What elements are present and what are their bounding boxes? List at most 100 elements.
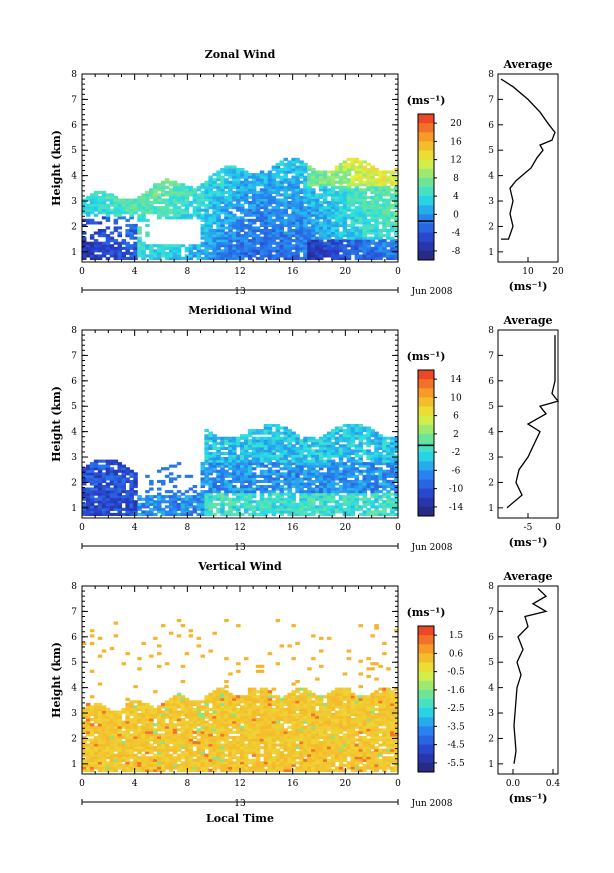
heatmap-cell [208,229,213,233]
heatmap-cell [295,168,300,172]
heatmap-cell [220,241,225,245]
heatmap-cell [346,249,352,253]
heatmap-cell [323,459,328,463]
heatmap-cell [311,198,316,202]
heatmap-cell [346,449,352,453]
heatmap-cell [137,705,142,709]
heatmap-cell [271,505,277,509]
heatmap-cell [141,251,146,255]
heatmap-cell [220,223,225,227]
heatmap-cell [200,234,205,238]
heatmap-cell [287,206,292,210]
heatmap-cell [251,500,257,504]
heatmap-cell [386,241,391,245]
heatmap-cell [244,254,249,258]
heatmap-cell [303,241,308,245]
heatmap-cell [386,175,391,179]
heatmap-cell [93,730,99,734]
heatmap-cell [244,185,249,189]
colorbar-unit: (ms⁻¹) [407,350,446,363]
heatmap-cell [113,735,119,739]
heatmap-cell [105,477,111,481]
heatmap-cell [271,449,277,453]
heatmap-cell [354,201,360,205]
heatmap-cell [236,256,241,260]
heatmap-cell [382,229,387,233]
heatmap-cell [141,201,146,205]
heatmap-cell [283,201,288,205]
heatmap-cell [216,198,221,202]
heatmap-cell [303,246,308,250]
heatmap-cell [172,495,178,499]
heatmap-cell [366,185,371,189]
heatmap-cell [303,206,308,210]
heatmap-cell [89,244,95,248]
heatmap-cell [386,492,391,496]
heatmap-cell [129,705,134,709]
heatmap-cell [145,723,150,727]
heatmap-cell [342,451,348,455]
heatmap-cell [220,469,225,473]
heatmap-cell [378,474,383,478]
heatmap-cell [251,203,257,207]
heatmap-cell [161,715,166,719]
heatmap-cell [267,441,273,445]
heatmap-cell [279,510,284,514]
heatmap-cell [216,469,221,473]
heatmap-cell [350,244,356,248]
heatmap-cell [101,246,107,250]
heatmap-cell [149,763,154,767]
heatmap-cell [251,218,257,222]
heatmap-cell [259,195,265,199]
heatmap-cell [390,216,395,220]
heatmap-cell [145,738,150,742]
heatmap-cell [212,229,217,233]
heatmap-cell [366,472,371,476]
heatmap-cell [386,256,391,260]
heatmap-cell [247,254,253,258]
heatmap-cell [271,221,277,225]
heatmap-cell [378,183,383,187]
colorbar-tick-label: 12 [450,156,461,166]
heatmap-cell [291,178,296,182]
heatmap-cell [362,180,367,184]
heatmap-cell [236,231,241,235]
heatmap-cell [121,490,126,494]
heatmap-cell [295,464,300,468]
heatmap-cell [315,251,320,255]
heatmap-cell [196,246,202,250]
heatmap-cell [303,472,308,476]
heatmap-cell [101,713,107,717]
heatmap-cell [390,449,395,453]
heatmap-cell [346,507,352,511]
heatmap-cell [287,256,292,260]
heatmap-cell [176,490,182,494]
heatmap-cell [271,482,277,486]
heatmap-cell [145,208,150,212]
heatmap-cell [267,211,273,215]
heatmap-cell [386,441,391,445]
heatmap-cell [101,723,107,727]
heatmap-cell [362,236,367,240]
heatmap-cell [307,241,312,245]
heatmap-cell [255,505,261,509]
heatmap-cell [228,474,233,478]
heatmap-cell [208,434,213,438]
heatmap-cell [244,487,249,491]
heatmap-cell [82,495,87,499]
heatmap-cell [275,485,281,489]
heatmap-cell [263,254,269,258]
colorbar-segment [418,470,434,480]
heatmap-cell [208,502,213,506]
heatmap-cell [129,208,134,212]
heatmap-cell [319,241,324,245]
heatmap-cell [338,193,344,197]
heatmap-cell [244,502,249,506]
heatmap-cell [89,713,95,717]
heatmap-cell [374,439,379,443]
heatmap-cell [311,462,316,466]
heatmap-cell [354,246,360,250]
heatmap-cell [287,162,292,166]
heatmap-cell [196,216,202,220]
heatmap-cell [338,510,344,514]
